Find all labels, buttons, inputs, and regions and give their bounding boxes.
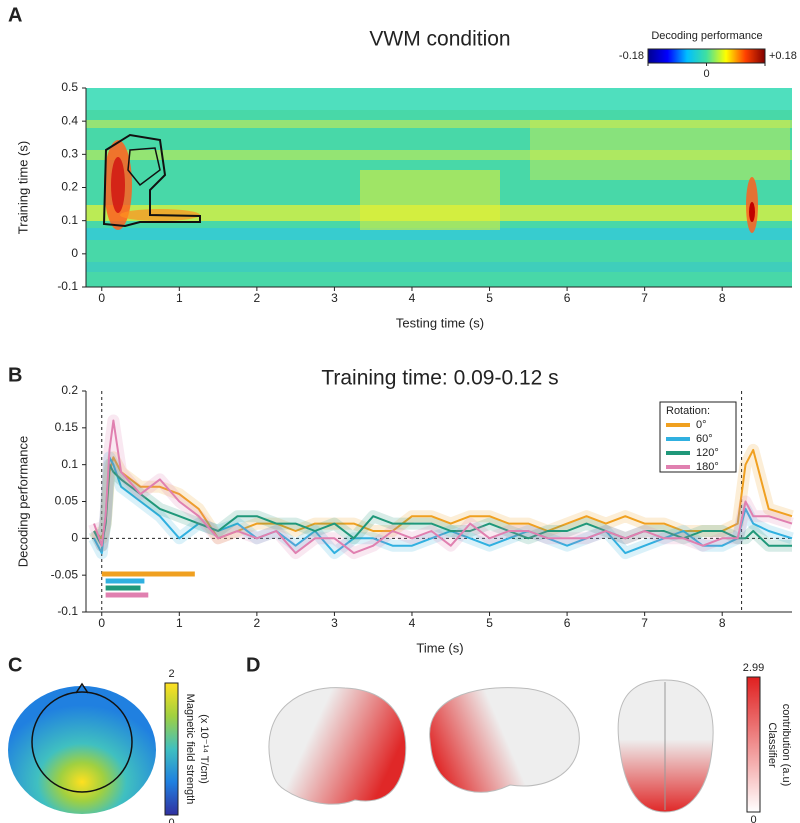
colorbar-tick-label: 2 [168, 668, 174, 680]
y-tick-label: 0.4 [61, 113, 78, 127]
panel-label: C [8, 654, 22, 676]
legend-label: 120° [696, 447, 719, 459]
series-line [93, 463, 792, 547]
colorbar [746, 676, 761, 813]
legend-label: 60° [696, 433, 713, 445]
colorbar-tick-label: 2.99 [743, 662, 764, 674]
y-tick-label: 0.1 [61, 213, 78, 227]
colorbar-tick-label: 0 [168, 817, 174, 823]
legend-label: 0° [696, 419, 707, 431]
x-tick-label: 3 [331, 291, 338, 305]
x-tick-label: 3 [331, 616, 338, 630]
colorbar-label: (x 10⁻¹⁴ T/cm) [198, 714, 210, 784]
x-tick-label: 8 [719, 616, 726, 630]
colorbar-label: Magnetic field strength [184, 694, 196, 805]
y-axis-label: Decoding performance [15, 436, 30, 568]
x-tick-label: 2 [254, 616, 261, 630]
y-tick-label: 0.2 [61, 180, 78, 194]
y-tick-label: 0.1 [61, 457, 78, 471]
x-tick-label: 0 [98, 291, 105, 305]
x-tick-label: 2 [254, 291, 261, 305]
colorbar-tick-label: +0.18 [769, 50, 797, 62]
chart-title: Training time: 0.09-0.12 s [321, 367, 558, 390]
significance-bar [105, 578, 145, 584]
x-tick-label: 6 [564, 291, 571, 305]
x-axis-label: Testing time (s) [396, 315, 484, 330]
brain-surfaces [268, 679, 714, 813]
significance-bar [105, 592, 149, 598]
colorbar-tick-label: 0 [750, 814, 756, 823]
x-tick-label: 7 [641, 616, 648, 630]
chart-title: VWM condition [369, 28, 510, 51]
significance-bar [105, 585, 141, 591]
colorbar-tick-label: 0 [703, 68, 709, 80]
series-line [93, 448, 793, 540]
y-tick-label: 0.05 [55, 494, 79, 508]
series-line [93, 419, 793, 555]
legend-label: 180° [696, 461, 719, 473]
colorbar-label: Decoding performance [651, 30, 762, 42]
x-tick-label: 5 [486, 291, 493, 305]
panel-label: B [8, 364, 22, 386]
x-axis-label: Time (s) [416, 640, 463, 655]
legend-title: Rotation: [666, 405, 710, 417]
x-tick-label: 5 [486, 616, 493, 630]
y-tick-label: 0.15 [55, 420, 79, 434]
significance-bar [101, 571, 195, 577]
x-tick-label: 8 [719, 291, 726, 305]
colorbar [647, 48, 766, 64]
y-tick-label: 0.5 [61, 80, 78, 94]
y-tick-label: -0.1 [57, 604, 78, 618]
colorbar-label: Classifier [766, 722, 778, 768]
series-line [93, 456, 793, 555]
panel-label: A [8, 4, 22, 26]
colorbar-tick-label: -0.18 [619, 50, 644, 62]
colorbar [164, 682, 179, 816]
y-tick-label: 0.2 [61, 383, 78, 397]
x-tick-label: 1 [176, 291, 183, 305]
y-tick-label: -0.1 [57, 279, 78, 293]
y-tick-label: 0.3 [61, 147, 78, 161]
topomap [8, 682, 156, 814]
x-tick-label: 6 [564, 616, 571, 630]
x-tick-label: 0 [98, 616, 105, 630]
panel-label: D [246, 654, 260, 676]
colorbar-label: contribution (a.u) [780, 704, 792, 787]
x-tick-label: 4 [409, 291, 416, 305]
x-tick-label: 1 [176, 616, 183, 630]
x-tick-label: 7 [641, 291, 648, 305]
y-tick-label: -0.05 [51, 567, 79, 581]
y-tick-label: 0 [71, 531, 78, 545]
y-tick-label: 0 [71, 246, 78, 260]
y-axis-label: Training time (s) [15, 141, 30, 234]
x-tick-label: 4 [409, 616, 416, 630]
heatmap-image [86, 88, 792, 287]
